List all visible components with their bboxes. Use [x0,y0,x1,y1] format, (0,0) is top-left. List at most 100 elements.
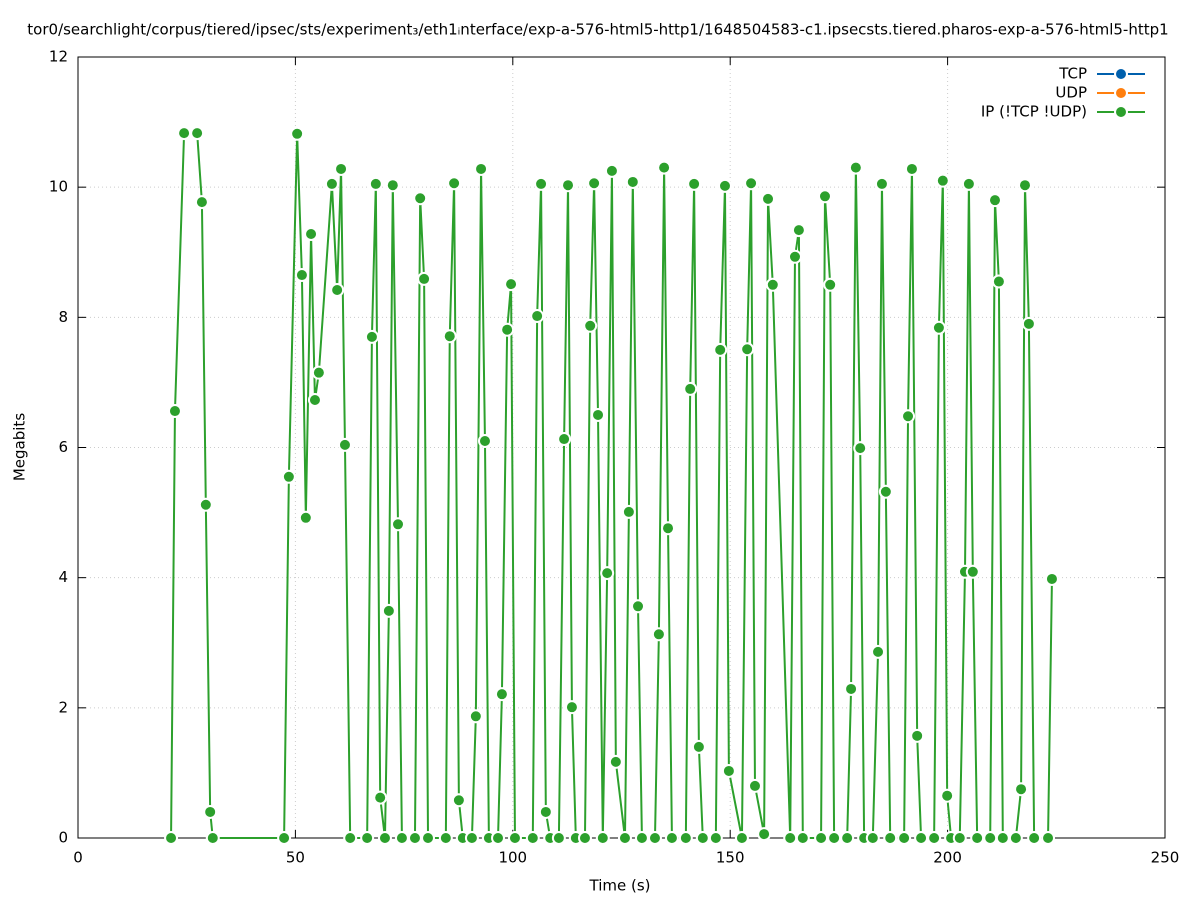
data-point [734,831,749,845]
data-point [747,778,762,793]
data-point [561,178,576,193]
data-point [307,392,322,407]
data-point [695,831,710,845]
data-point [617,831,632,845]
data-point [277,831,292,845]
data-point [600,566,615,581]
data-point [360,831,375,845]
data-point [761,191,776,206]
y-axis-label: Megabits [11,413,29,481]
data-point [298,510,313,525]
data-point [814,831,829,845]
data-point [935,173,950,188]
data-point [914,831,929,845]
data-point [591,407,606,422]
data-point [721,763,736,778]
y-tick-label: 4 [58,568,68,586]
data-point [474,161,489,176]
data-point [927,831,942,845]
data-point [194,195,209,210]
x-axis-label: Time (s) [589,877,651,895]
data-point [1027,831,1042,845]
data-point [534,176,549,191]
data-point [368,176,383,191]
data-point [1044,571,1059,586]
data-point [757,827,772,842]
data-point [385,178,400,193]
y-tick-label: 6 [58,438,68,456]
data-point [878,484,893,499]
data-point [468,709,483,724]
data-point [865,831,880,845]
data-point [538,804,553,819]
data-point [530,309,545,324]
y-tick-label: 12 [49,48,68,66]
data-point [477,433,492,448]
legend-marker [1114,105,1128,119]
data-point [910,728,925,743]
x-tick-label: 200 [933,849,962,867]
data-point [621,504,636,519]
data-point [634,831,649,845]
data-point [334,161,349,176]
data-point [657,160,672,175]
data-point [557,432,572,447]
data-point [330,282,345,297]
data-point [373,790,388,805]
data-point [577,831,592,845]
y-tick-label: 10 [49,178,68,196]
data-point [995,831,1010,845]
data-point [904,161,919,176]
data-point [965,564,980,579]
data-point [587,176,602,191]
data-point [783,831,798,845]
data-point [1017,178,1032,193]
data-point [525,831,540,845]
data-point [290,126,305,141]
data-point [177,126,192,141]
data-point [203,804,218,819]
data-point [381,603,396,618]
data-point [795,831,810,845]
data-point [651,627,666,642]
data-point [377,831,392,845]
data-point [551,831,566,845]
legend-marker [1114,86,1128,100]
data-point [583,318,598,333]
data-point [324,176,339,191]
data-point [504,277,519,292]
data-point [1041,831,1056,845]
legend-marker [1114,67,1128,81]
data-point [500,322,515,337]
data-point [631,599,646,614]
data-point [823,277,838,292]
data-point [1008,831,1023,845]
data-point [421,831,436,845]
x-tick-label: 250 [1151,849,1180,867]
data-point [897,831,912,845]
data-point [507,831,522,845]
data-point [713,342,728,357]
data-point [494,687,509,702]
data-point [564,700,579,715]
data-point [952,831,967,845]
data-point [991,274,1006,289]
data-point [343,831,358,845]
data-point [1014,782,1029,797]
data-point [661,521,676,536]
data-point [901,409,916,424]
data-point [853,441,868,456]
data-point [844,681,859,696]
data-point [464,831,479,845]
data-point [364,329,379,344]
data-point [647,831,662,845]
x-tick-label: 100 [498,849,527,867]
data-point [678,831,693,845]
data-point [744,176,759,191]
data-point [874,176,889,191]
y-tick-label: 8 [58,308,68,326]
data-point [438,831,453,845]
data-point [871,644,886,659]
data-point [931,320,946,335]
